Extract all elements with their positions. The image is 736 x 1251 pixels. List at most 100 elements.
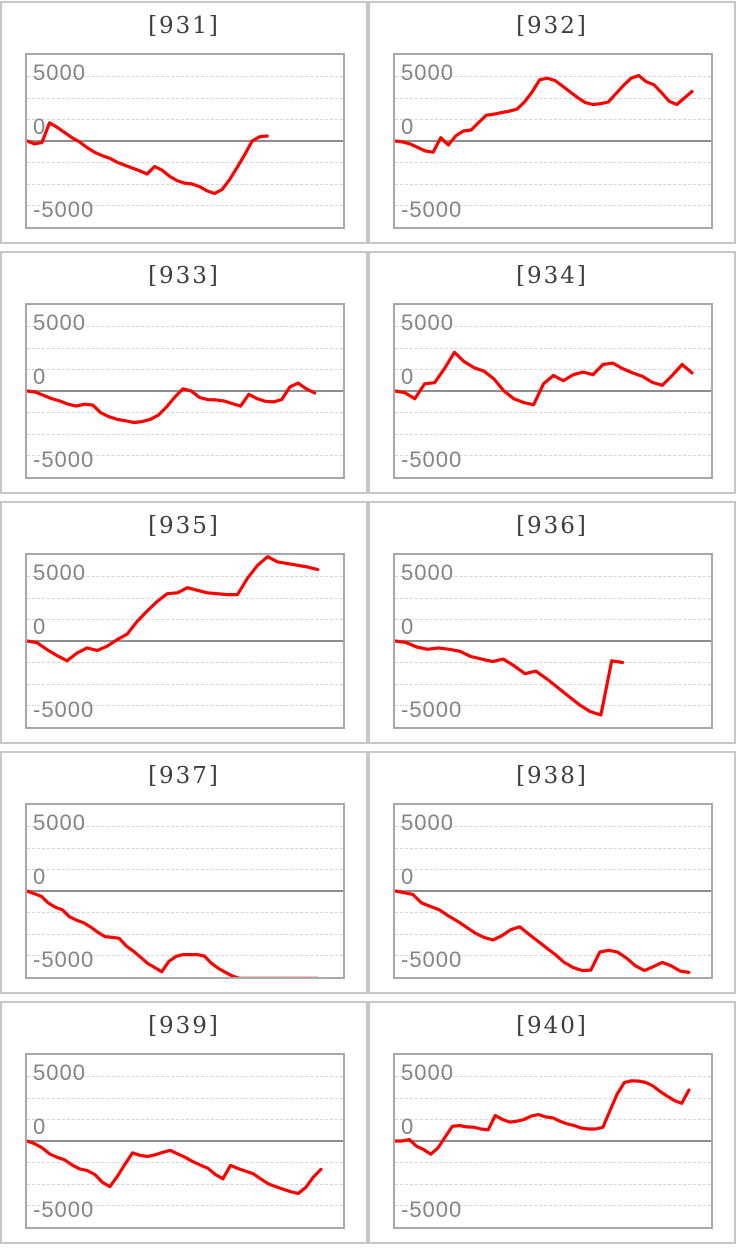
y-tick-0: 0 [33, 864, 47, 889]
gridline-2500 [27, 598, 343, 599]
y-tick-0: 0 [401, 614, 415, 639]
y-tick-5000: 5000 [401, 560, 454, 585]
chart-card: [938] 5000 0 -5000 [368, 751, 736, 994]
chart-card: [931] 5000 0 -5000 [0, 1, 368, 244]
gridline-minus1250 [27, 662, 343, 663]
zero-line [27, 140, 343, 142]
gridline-minus2500 [27, 934, 343, 935]
y-tick-5000: 5000 [33, 810, 86, 835]
gridline-3750 [27, 1076, 343, 1077]
chart-title: [940] [516, 1013, 588, 1039]
gridline-2500 [395, 348, 711, 349]
y-tick-minus5000: -5000 [33, 197, 95, 222]
gridline-1250 [27, 619, 343, 620]
chart-card: [935] 5000 0 -5000 [0, 501, 368, 744]
chart-card: [933] 5000 0 -5000 [0, 251, 368, 494]
plot-area: 5000 0 -5000 [25, 553, 345, 729]
chart-title: [938] [516, 763, 588, 789]
y-tick-5000: 5000 [33, 560, 86, 585]
y-tick-minus5000: -5000 [33, 1197, 95, 1222]
series-polyline [395, 639, 625, 717]
gridline-1250 [395, 369, 711, 370]
gridline-3750 [27, 76, 343, 77]
gridline-3750 [395, 576, 711, 577]
gridline-minus1250 [27, 412, 343, 413]
series-svg [27, 381, 317, 425]
chart-title: [931] [148, 13, 220, 39]
y-tick-0: 0 [401, 864, 415, 889]
gridline-minus2500 [395, 1184, 711, 1185]
plot-area: 5000 0 -5000 [393, 1053, 713, 1229]
gridline-2500 [27, 848, 343, 849]
series-svg [27, 1139, 323, 1196]
gridline-3750 [27, 326, 343, 327]
series-svg [27, 555, 320, 663]
series-polyline [395, 1079, 691, 1156]
gridline-2500 [395, 598, 711, 599]
chart-card: [940] 5000 0 -5000 [368, 1001, 736, 1244]
gridline-2500 [27, 1098, 343, 1099]
gridline-minus3750 [395, 955, 711, 956]
chart-title: [932] [516, 13, 588, 39]
y-tick-5000: 5000 [401, 60, 454, 85]
gridline-2500 [27, 98, 343, 99]
y-tick-5000: 5000 [401, 310, 454, 335]
plot-area: 5000 0 -5000 [393, 553, 713, 729]
series-svg [395, 639, 625, 717]
series-polyline [395, 73, 694, 154]
y-tick-0: 0 [33, 1114, 47, 1139]
gridline-minus1250 [395, 1162, 711, 1163]
gridline-2500 [395, 848, 711, 849]
gridline-3750 [27, 826, 343, 827]
series-svg [27, 889, 319, 977]
chart-title: [937] [148, 763, 220, 789]
y-tick-minus5000: -5000 [33, 697, 95, 722]
gridline-3750 [395, 76, 711, 77]
zero-line [395, 140, 711, 142]
gridline-minus3750 [395, 705, 711, 706]
gridline-minus3750 [395, 205, 711, 206]
gridline-3750 [395, 826, 711, 827]
y-tick-minus5000: -5000 [401, 947, 463, 972]
zero-line [395, 890, 711, 892]
gridline-minus1250 [27, 1162, 343, 1163]
gridline-3750 [395, 1076, 711, 1077]
y-tick-5000: 5000 [33, 310, 86, 335]
gridline-minus3750 [395, 1205, 711, 1206]
gridline-minus2500 [27, 1184, 343, 1185]
chart-title: [939] [148, 1013, 220, 1039]
zero-line [27, 890, 343, 892]
y-tick-5000: 5000 [33, 60, 86, 85]
series-svg [395, 350, 694, 407]
gridline-minus2500 [395, 434, 711, 435]
chart-card: [936] 5000 0 -5000 [368, 501, 736, 744]
zero-line [395, 390, 711, 392]
y-tick-minus5000: -5000 [401, 447, 463, 472]
chart-title: [935] [148, 513, 220, 539]
y-tick-minus5000: -5000 [401, 197, 463, 222]
gridline-minus3750 [395, 455, 711, 456]
y-tick-0: 0 [33, 614, 47, 639]
y-tick-5000: 5000 [33, 1060, 86, 1085]
series-svg [395, 889, 691, 974]
plot-area: 5000 0 -5000 [393, 303, 713, 479]
gridline-1250 [395, 119, 711, 120]
chart-title: [934] [516, 263, 588, 289]
y-tick-minus5000: -5000 [33, 947, 95, 972]
zero-line [27, 640, 343, 642]
series-svg [395, 1079, 691, 1156]
gridline-minus1250 [27, 912, 343, 913]
gridline-minus3750 [27, 1205, 343, 1206]
y-tick-minus5000: -5000 [401, 1197, 463, 1222]
series-svg [27, 121, 269, 196]
zero-line [395, 640, 711, 642]
gridline-minus3750 [27, 205, 343, 206]
y-tick-0: 0 [401, 114, 415, 139]
series-svg [395, 73, 694, 154]
plot-area: 5000 0 -5000 [393, 53, 713, 229]
y-tick-0: 0 [33, 364, 47, 389]
series-polyline [395, 350, 694, 407]
gridline-minus3750 [27, 455, 343, 456]
gridline-1250 [395, 869, 711, 870]
